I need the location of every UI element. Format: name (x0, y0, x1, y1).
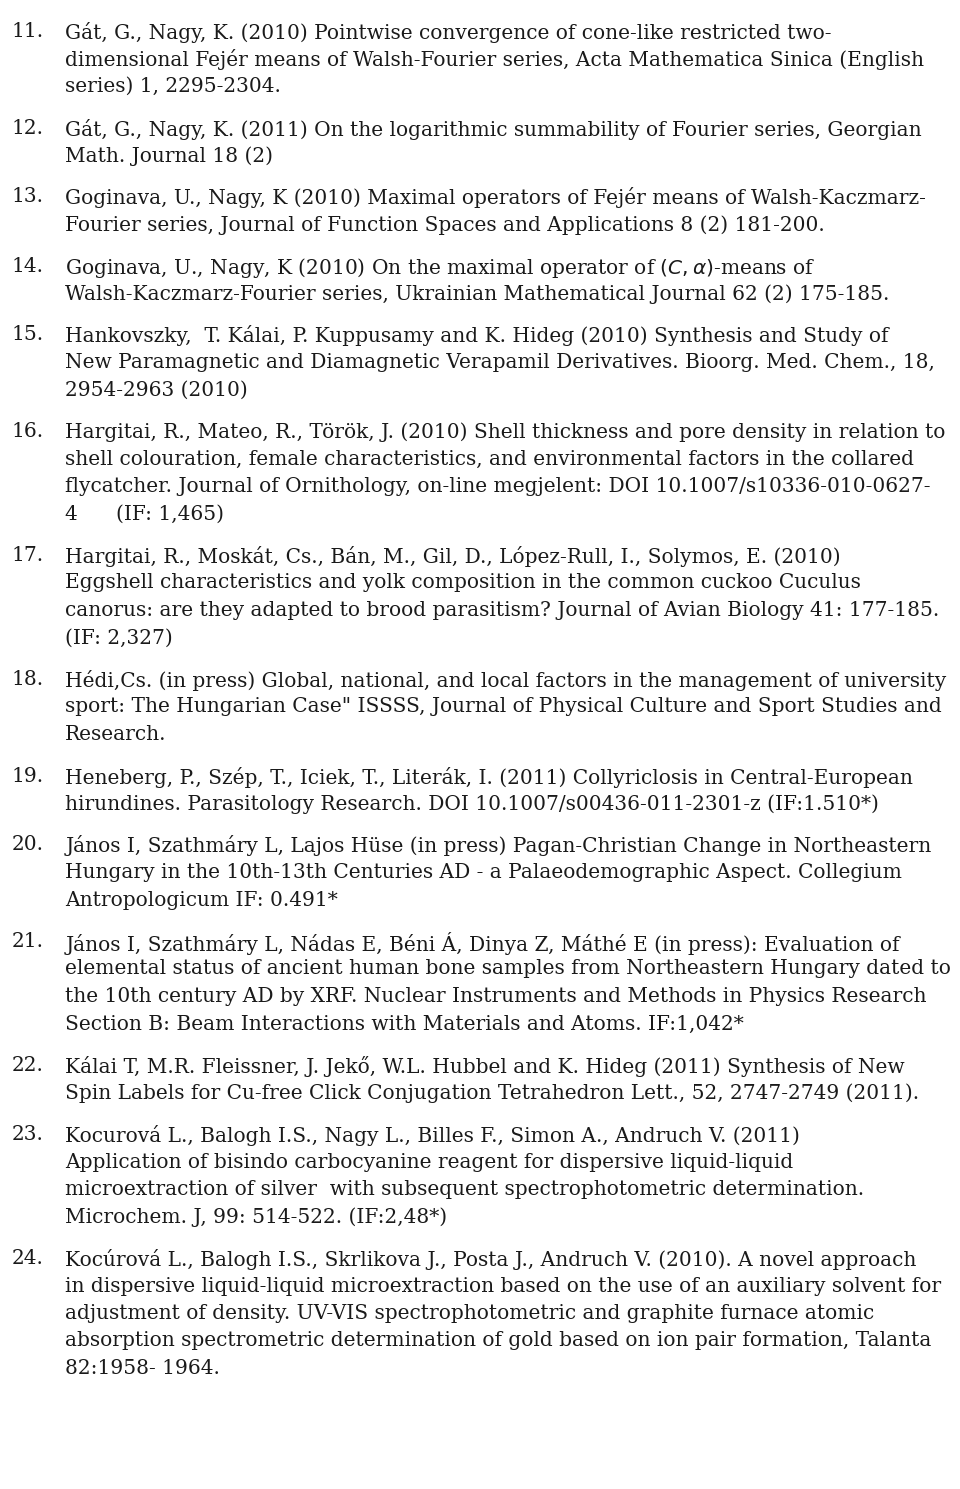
Text: 82:1958- 1964.: 82:1958- 1964. (65, 1359, 220, 1377)
Text: Research.: Research. (65, 725, 167, 744)
Text: shell colouration, female characteristics, and environmental factors in the coll: shell colouration, female characteristic… (65, 450, 914, 469)
Text: Goginava, U., Nagy, K (2010) Maximal operators of Fejér means of Walsh-Kaczmarz-: Goginava, U., Nagy, K (2010) Maximal ope… (65, 188, 926, 208)
Text: Spin Labels for Cu-free Click Conjugation Tetrahedron Lett., 52, 2747-2749 (2011: Spin Labels for Cu-free Click Conjugatio… (65, 1084, 920, 1103)
Text: Walsh-Kaczmarz-Fourier series, Ukrainian Mathematical Journal 62 (2) 175-185.: Walsh-Kaczmarz-Fourier series, Ukrainian… (65, 284, 890, 304)
Text: Hankovszky,  T. Kálai, P. Kuppusamy and K. Hideg (2010) Synthesis and Study of: Hankovszky, T. Kálai, P. Kuppusamy and K… (65, 326, 889, 347)
Text: János I, Szathmáry L, Lajos Hüse (in press) Pagan-Christian Change in Northeaste: János I, Szathmáry L, Lajos Hüse (in pre… (65, 835, 931, 856)
Text: canorus: are they adapted to brood parasitism? Journal of Avian Biology 41: 177-: canorus: are they adapted to brood paras… (65, 602, 940, 619)
Text: Microchem. J, 99: 514-522. (IF:2,48*): Microchem. J, 99: 514-522. (IF:2,48*) (65, 1208, 447, 1227)
Text: Application of bisindo carbocyanine reagent for dispersive liquid-liquid: Application of bisindo carbocyanine reag… (65, 1152, 794, 1172)
Text: 24.: 24. (12, 1249, 43, 1269)
Text: flycatcher. Journal of Ornithology, on-line megjelent: DOI 10.1007/s10336-010-06: flycatcher. Journal of Ornithology, on-l… (65, 476, 931, 496)
Text: Eggshell characteristics and yolk composition in the common cuckoo Cuculus: Eggshell characteristics and yolk compos… (65, 573, 861, 593)
Text: Hargitai, R., Moskát, Cs., Bán, M., Gil, D., López-Rull, I., Solymos, E. (2010): Hargitai, R., Moskát, Cs., Bán, M., Gil,… (65, 546, 841, 567)
Text: Section B: Beam Interactions with Materials and Atoms. IF:1,042*: Section B: Beam Interactions with Materi… (65, 1014, 744, 1033)
Text: Hungary in the 10th-13th Centuries AD - a Palaeodemographic Aspect. Collegium: Hungary in the 10th-13th Centuries AD - … (65, 864, 902, 881)
Text: 4      (IF: 1,465): 4 (IF: 1,465) (65, 505, 225, 524)
Text: absorption spectrometric determination of gold based on ion pair formation, Tala: absorption spectrometric determination o… (65, 1331, 931, 1351)
Text: Hargitai, R., Mateo, R., Török, J. (2010) Shell thickness and pore density in re: Hargitai, R., Mateo, R., Török, J. (2010… (65, 421, 946, 442)
Text: Gát, G., Nagy, K. (2010) Pointwise convergence of cone-like restricted two-: Gát, G., Nagy, K. (2010) Pointwise conve… (65, 22, 831, 43)
Text: 18.: 18. (12, 670, 43, 689)
Text: 13.: 13. (12, 188, 43, 207)
Text: adjustment of density. UV-VIS spectrophotometric and graphite furnace atomic: adjustment of density. UV-VIS spectropho… (65, 1304, 875, 1324)
Text: 2954-2963 (2010): 2954-2963 (2010) (65, 381, 248, 399)
Text: 23.: 23. (12, 1126, 43, 1144)
Text: Kocurová L., Balogh I.S., Nagy L., Billes F., Simon A., Andruch V. (2011): Kocurová L., Balogh I.S., Nagy L., Bille… (65, 1126, 800, 1147)
Text: elemental status of ancient human bone samples from Northeastern Hungary dated t: elemental status of ancient human bone s… (65, 959, 951, 978)
Text: in dispersive liquid-liquid microextraction based on the use of an auxiliary sol: in dispersive liquid-liquid microextract… (65, 1276, 942, 1295)
Text: János I, Szathmáry L, Nádas E, Béni Á, Dinya Z, Máthé E (in press): Evaluation o: János I, Szathmáry L, Nádas E, Béni Á, D… (65, 932, 900, 954)
Text: Kocúrová L., Balogh I.S., Skrlikova J., Posta J., Andruch V. (2010). A novel app: Kocúrová L., Balogh I.S., Skrlikova J., … (65, 1249, 917, 1270)
Text: the 10th century AD by XRF. Nuclear Instruments and Methods in Physics Research: the 10th century AD by XRF. Nuclear Inst… (65, 987, 926, 1007)
Text: 21.: 21. (12, 932, 43, 951)
Text: Math. Journal 18 (2): Math. Journal 18 (2) (65, 146, 274, 165)
Text: 11.: 11. (12, 22, 43, 42)
Text: 22.: 22. (12, 1056, 43, 1075)
Text: Heneberg, P., Szép, T., Iciek, T., Literák, I. (2011) Collyriclosis in Central-E: Heneberg, P., Szép, T., Iciek, T., Liter… (65, 767, 913, 788)
Text: sport: The Hungarian Case" ISSSS, Journal of Physical Culture and Sport Studies : sport: The Hungarian Case" ISSSS, Journa… (65, 697, 942, 716)
Text: 14.: 14. (12, 256, 43, 275)
Text: Fourier series, Journal of Function Spaces and Applications 8 (2) 181-200.: Fourier series, Journal of Function Spac… (65, 214, 825, 235)
Text: dimensional Fejér means of Walsh-Fourier series, Acta Mathematica Sinica (Englis: dimensional Fejér means of Walsh-Fourier… (65, 49, 924, 70)
Text: Kálai T, M.R. Fleissner, J. Jekő, W.L. Hubbel and K. Hideg (2011) Synthesis of N: Kálai T, M.R. Fleissner, J. Jekő, W.L. H… (65, 1056, 905, 1077)
Text: 15.: 15. (12, 326, 43, 344)
Text: 20.: 20. (12, 835, 43, 855)
Text: Hédi,Cs. (in press) Global, national, and local factors in the management of uni: Hédi,Cs. (in press) Global, national, an… (65, 670, 947, 691)
Text: Gát, G., Nagy, K. (2011) On the logarithmic summability of Fourier series, Georg: Gát, G., Nagy, K. (2011) On the logarith… (65, 119, 922, 140)
Text: Goginava, U., Nagy, K (2010) On the maximal operator of $(C,\alpha)$-means of: Goginava, U., Nagy, K (2010) On the maxi… (65, 256, 816, 280)
Text: Antropologicum IF: 0.491*: Antropologicum IF: 0.491* (65, 890, 338, 910)
Text: 19.: 19. (12, 767, 43, 786)
Text: series) 1, 2295-2304.: series) 1, 2295-2304. (65, 77, 281, 95)
Text: 17.: 17. (12, 546, 43, 564)
Text: hirundines. Parasitology Research. DOI 10.1007/s00436-011-2301-z (IF:1.510*): hirundines. Parasitology Research. DOI 1… (65, 794, 879, 813)
Text: (IF: 2,327): (IF: 2,327) (65, 628, 173, 648)
Text: 12.: 12. (12, 119, 43, 137)
Text: microextraction of silver  with subsequent spectrophotometric determination.: microextraction of silver with subsequen… (65, 1179, 864, 1199)
Text: 16.: 16. (12, 421, 43, 441)
Text: New Paramagnetic and Diamagnetic Verapamil Derivatives. Bioorg. Med. Chem., 18,: New Paramagnetic and Diamagnetic Verapam… (65, 353, 935, 372)
